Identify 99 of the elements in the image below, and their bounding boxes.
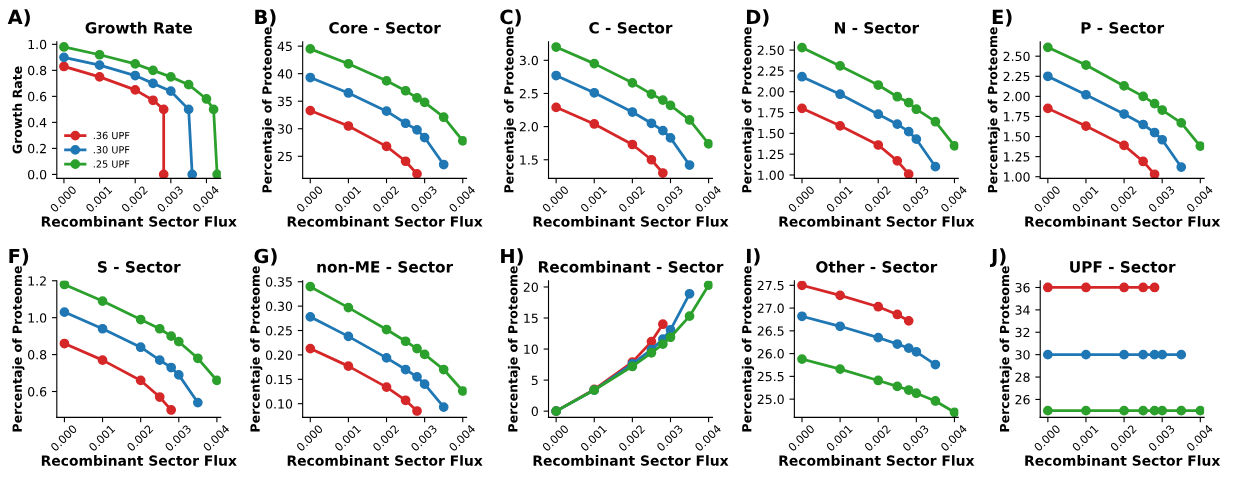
- y-tick-label: 26.5: [757, 326, 784, 336]
- y-axis-title: Growth Rate: [12, 66, 23, 154]
- chart-title: UPF - Sector: [1070, 261, 1176, 273]
- x-axis-title: Recombinant Sector Flux: [1025, 216, 1221, 227]
- y-axis-title: Percentaje of Proteome: [12, 266, 25, 432]
- y-tick-label: 36: [1015, 282, 1030, 293]
- y-tick-label: 10: [524, 344, 538, 354]
- y-axis-title: Percentaje of Proteome: [987, 27, 1000, 193]
- text: G): [254, 248, 277, 266]
- y-tick-label: 2.25: [1003, 71, 1030, 82]
- x-axis-title: Recombinant Sector Flux: [533, 216, 729, 227]
- y-tick-label: 32: [1015, 327, 1030, 338]
- chart-title: Growth Rate: [85, 21, 192, 34]
- text: I): [746, 248, 760, 266]
- legend-label: .30 UPF: [93, 146, 130, 154]
- y-tick-label: 2.50: [1003, 51, 1030, 62]
- text: B): [255, 9, 276, 27]
- y-tick-label: 0.6: [28, 386, 47, 397]
- x-axis-title: Recombinant Sector Flux: [1025, 455, 1221, 466]
- y-tick-label: 1.00: [758, 170, 784, 180]
- y-tick-label: 30: [1015, 350, 1030, 360]
- y-tick-label: 35: [277, 96, 292, 107]
- y-tick-label: 15: [524, 313, 538, 323]
- y-tick-label: 2.5: [519, 88, 538, 99]
- y-tick-label: 0.25: [265, 325, 292, 336]
- y-tick-label: 0.20: [265, 350, 293, 360]
- y-tick-label: 5: [531, 375, 538, 386]
- y-tick-label: 1.00: [1004, 172, 1030, 182]
- y-tick-label: 28: [1015, 372, 1030, 382]
- text: E): [992, 9, 1012, 27]
- text: F): [9, 248, 29, 266]
- y-tick-label: 34: [1015, 305, 1030, 315]
- y-axis-title: Percentaje of Proteome: [741, 27, 755, 193]
- chart-title: P - Sector: [1081, 22, 1165, 34]
- y-axis-title: Percentaje of Proteome: [250, 266, 263, 432]
- y-tick-label: 0.35: [265, 277, 292, 287]
- y-tick-label: 0.10: [265, 399, 293, 409]
- y-tick-label: 25.5: [757, 371, 784, 382]
- x-axis-title: Recombinant Sector Flux: [779, 216, 975, 227]
- y-tick-label: 2.00: [1003, 91, 1030, 102]
- y-tick-label: 1.25: [758, 149, 784, 160]
- x-axis-title: Recombinant Sector Flux: [41, 455, 237, 466]
- y-tick-label: 1.0: [28, 39, 47, 50]
- chart-title: Recombinant - Sector: [538, 260, 724, 273]
- y-tick-label: 0.8: [28, 65, 47, 76]
- x-axis-title: Recombinant Sector Flux: [533, 455, 729, 466]
- y-axis-title: Percentaje of Proteome: [262, 27, 275, 193]
- y-tick-label: 27.5: [757, 280, 784, 291]
- y-tick-label: 30: [277, 124, 293, 134]
- y-tick-label: 45: [277, 41, 292, 52]
- y-tick-label: 1.50: [1004, 132, 1030, 142]
- y-axis-title: Percentaje of Proteome: [507, 266, 521, 432]
- y-tick-label: 1.75: [758, 108, 784, 118]
- y-tick-label: 40: [277, 69, 293, 79]
- y-tick-label: 1.50: [758, 128, 784, 139]
- chart-title: Other - Sector: [816, 260, 938, 273]
- x-axis-title: Recombinant Sector Flux: [779, 455, 975, 466]
- text: A): [7, 9, 30, 27]
- text: C): [500, 9, 521, 27]
- y-tick-label: 2.25: [757, 66, 784, 76]
- y-tick-label: 25.0: [757, 394, 784, 405]
- y-axis-title: Percentaje of Proteome: [503, 27, 517, 193]
- x-axis-title: Recombinant Sector Flux: [287, 216, 483, 227]
- y-axis-title: Percentaje of Proteome: [999, 266, 1012, 432]
- x-axis-title: Recombinant Sector Flux: [287, 455, 483, 466]
- chart-title: non-ME - Sector: [317, 261, 454, 273]
- y-tick-label: 0.2: [28, 143, 46, 154]
- chart-title: C - Sector: [589, 22, 673, 34]
- y-axis-title: Percentaje of Proteome: [741, 266, 755, 432]
- y-tick-label: 0.4: [28, 117, 47, 128]
- chart-title: Core - Sector: [329, 22, 441, 34]
- chart-title: S - Sector: [97, 261, 181, 273]
- y-tick-label: 1.2: [28, 276, 46, 286]
- legend-label: .36 UPF: [93, 131, 130, 140]
- legend-label: .25 UPF: [93, 160, 130, 168]
- y-tick-label: 0.8: [28, 350, 47, 360]
- text: H): [501, 248, 523, 266]
- y-tick-label: 26: [1015, 394, 1030, 405]
- y-tick-label: 1.5: [520, 155, 538, 165]
- y-tick-label: 27.0: [757, 303, 784, 314]
- x-axis-title: Recombinant Sector Flux: [41, 216, 237, 227]
- y-tick-label: 3.0: [519, 55, 538, 66]
- y-tick-label: 0.30: [265, 301, 293, 312]
- text: D): [746, 9, 769, 27]
- text: J): [989, 248, 1006, 267]
- y-tick-label: 26.0: [757, 349, 784, 359]
- chart-title: N - Sector: [834, 22, 920, 34]
- y-tick-label: 1.75: [1004, 112, 1030, 122]
- y-tick-label: 1.0: [28, 313, 47, 323]
- y-tick-label: 2.00: [757, 87, 784, 97]
- y-tick-label: 0.0: [28, 169, 47, 180]
- y-tick-label: 2.0: [519, 122, 538, 132]
- y-tick-label: 0: [531, 406, 538, 417]
- y-tick-label: 1.25: [1004, 152, 1030, 162]
- y-tick-label: 2.50: [757, 45, 784, 55]
- y-tick-label: 0.15: [265, 374, 292, 385]
- y-tick-label: 25: [277, 151, 292, 162]
- y-tick-label: 0.6: [28, 91, 47, 102]
- y-tick-label: 20: [523, 282, 538, 292]
